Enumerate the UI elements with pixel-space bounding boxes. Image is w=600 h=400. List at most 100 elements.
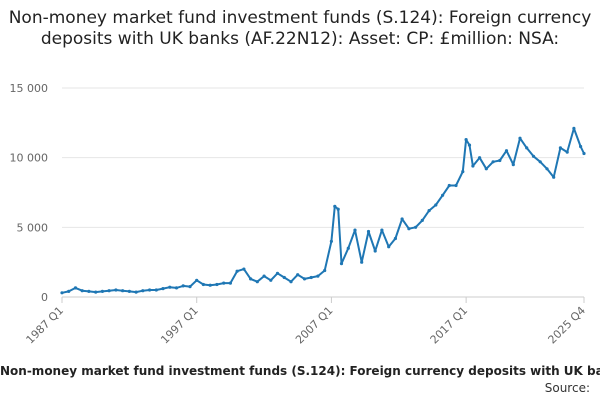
data-point bbox=[107, 289, 111, 293]
data-point bbox=[484, 167, 488, 171]
data-point bbox=[80, 289, 84, 293]
data-point bbox=[174, 286, 179, 290]
data-point bbox=[100, 289, 104, 293]
data-point bbox=[407, 227, 411, 231]
data-point bbox=[579, 144, 583, 149]
data-point bbox=[67, 289, 71, 293]
data-point bbox=[572, 126, 576, 130]
data-point bbox=[366, 229, 371, 234]
y-tick-label: 15 000 bbox=[10, 82, 49, 95]
data-point bbox=[420, 218, 424, 222]
data-point bbox=[427, 209, 431, 213]
data-point bbox=[387, 245, 391, 249]
data-point bbox=[228, 281, 232, 285]
series-line bbox=[61, 127, 585, 294]
source-label: Source: bbox=[544, 381, 590, 395]
data-point bbox=[434, 203, 438, 207]
data-point bbox=[558, 146, 563, 150]
data-point bbox=[73, 286, 78, 290]
data-point bbox=[302, 277, 307, 281]
data-point bbox=[134, 290, 138, 294]
data-point bbox=[353, 228, 357, 232]
data-point bbox=[545, 167, 549, 171]
data-point bbox=[333, 204, 337, 208]
data-point bbox=[360, 260, 364, 264]
data-point bbox=[114, 288, 118, 292]
data-point bbox=[471, 164, 475, 168]
data-point bbox=[504, 149, 509, 153]
chart-title: Non-money market fund investment funds (… bbox=[8, 8, 592, 49]
data-point bbox=[467, 143, 472, 147]
data-point bbox=[201, 282, 205, 287]
data-point bbox=[400, 217, 404, 221]
data-point bbox=[339, 262, 344, 266]
x-tick-label: 2017 Q1 bbox=[428, 304, 471, 347]
data-point bbox=[255, 280, 259, 284]
y-tick-label: 5 000 bbox=[17, 221, 49, 234]
data-point bbox=[464, 138, 468, 142]
data-point bbox=[478, 156, 482, 160]
data-point bbox=[94, 290, 98, 294]
data-point bbox=[441, 193, 445, 197]
data-point bbox=[380, 228, 384, 232]
x-tick-label: 1997 Q1 bbox=[158, 304, 201, 347]
data-point bbox=[195, 278, 199, 282]
data-point bbox=[222, 281, 226, 285]
tick-labels: 0 5 000 10 000 15 000 1987 Q1 1997 Q1 2007 Q1 2… bbox=[10, 82, 589, 346]
data-point bbox=[491, 160, 495, 164]
data-point bbox=[346, 246, 350, 250]
data-point bbox=[208, 283, 212, 287]
data-point bbox=[269, 278, 273, 282]
data-point bbox=[525, 146, 529, 150]
data-point bbox=[373, 249, 377, 253]
data-point bbox=[336, 207, 340, 211]
data-point bbox=[511, 163, 515, 167]
data-point bbox=[323, 268, 327, 273]
axes bbox=[61, 296, 585, 303]
data-point bbox=[161, 287, 165, 291]
data-point bbox=[127, 289, 131, 293]
x-tick-label: 2007 Q1 bbox=[293, 304, 336, 347]
y-tick-label: 10 000 bbox=[10, 152, 49, 165]
data-point bbox=[215, 282, 219, 287]
data-point bbox=[168, 285, 172, 289]
data-point bbox=[60, 291, 64, 295]
data-point bbox=[565, 150, 569, 154]
x-tick-label: 2025 Q4 bbox=[546, 304, 589, 347]
data-point bbox=[461, 170, 465, 174]
y-tick-label: 0 bbox=[41, 291, 48, 304]
data-point bbox=[242, 267, 246, 271]
data-point bbox=[249, 277, 253, 281]
data-point bbox=[141, 289, 145, 293]
data-point bbox=[552, 175, 556, 179]
data-point bbox=[582, 151, 586, 156]
data-point bbox=[235, 269, 239, 273]
data-point bbox=[531, 154, 536, 158]
grid-lines bbox=[62, 87, 584, 228]
data-point bbox=[148, 288, 152, 292]
data-point bbox=[538, 160, 542, 164]
data-point bbox=[289, 280, 293, 284]
data-point bbox=[275, 271, 280, 275]
data-point bbox=[316, 274, 320, 278]
data-point bbox=[309, 275, 313, 280]
series-layer bbox=[60, 126, 586, 295]
x-tick-label: 1987 Q1 bbox=[24, 304, 67, 347]
data-point bbox=[454, 183, 458, 188]
data-point bbox=[188, 285, 192, 289]
data-point bbox=[181, 284, 185, 288]
data-point bbox=[154, 288, 158, 292]
data-point bbox=[87, 289, 91, 293]
data-point bbox=[329, 239, 333, 243]
data-point bbox=[121, 289, 125, 293]
data-point bbox=[498, 158, 502, 163]
data-point bbox=[282, 275, 286, 280]
data-point bbox=[296, 273, 300, 277]
data-point bbox=[447, 183, 451, 188]
data-point bbox=[262, 274, 266, 278]
data-point bbox=[518, 136, 522, 140]
legend-entry: Non-money market fund investment funds (… bbox=[0, 364, 600, 378]
data-point bbox=[414, 225, 418, 229]
data-point bbox=[393, 236, 397, 241]
